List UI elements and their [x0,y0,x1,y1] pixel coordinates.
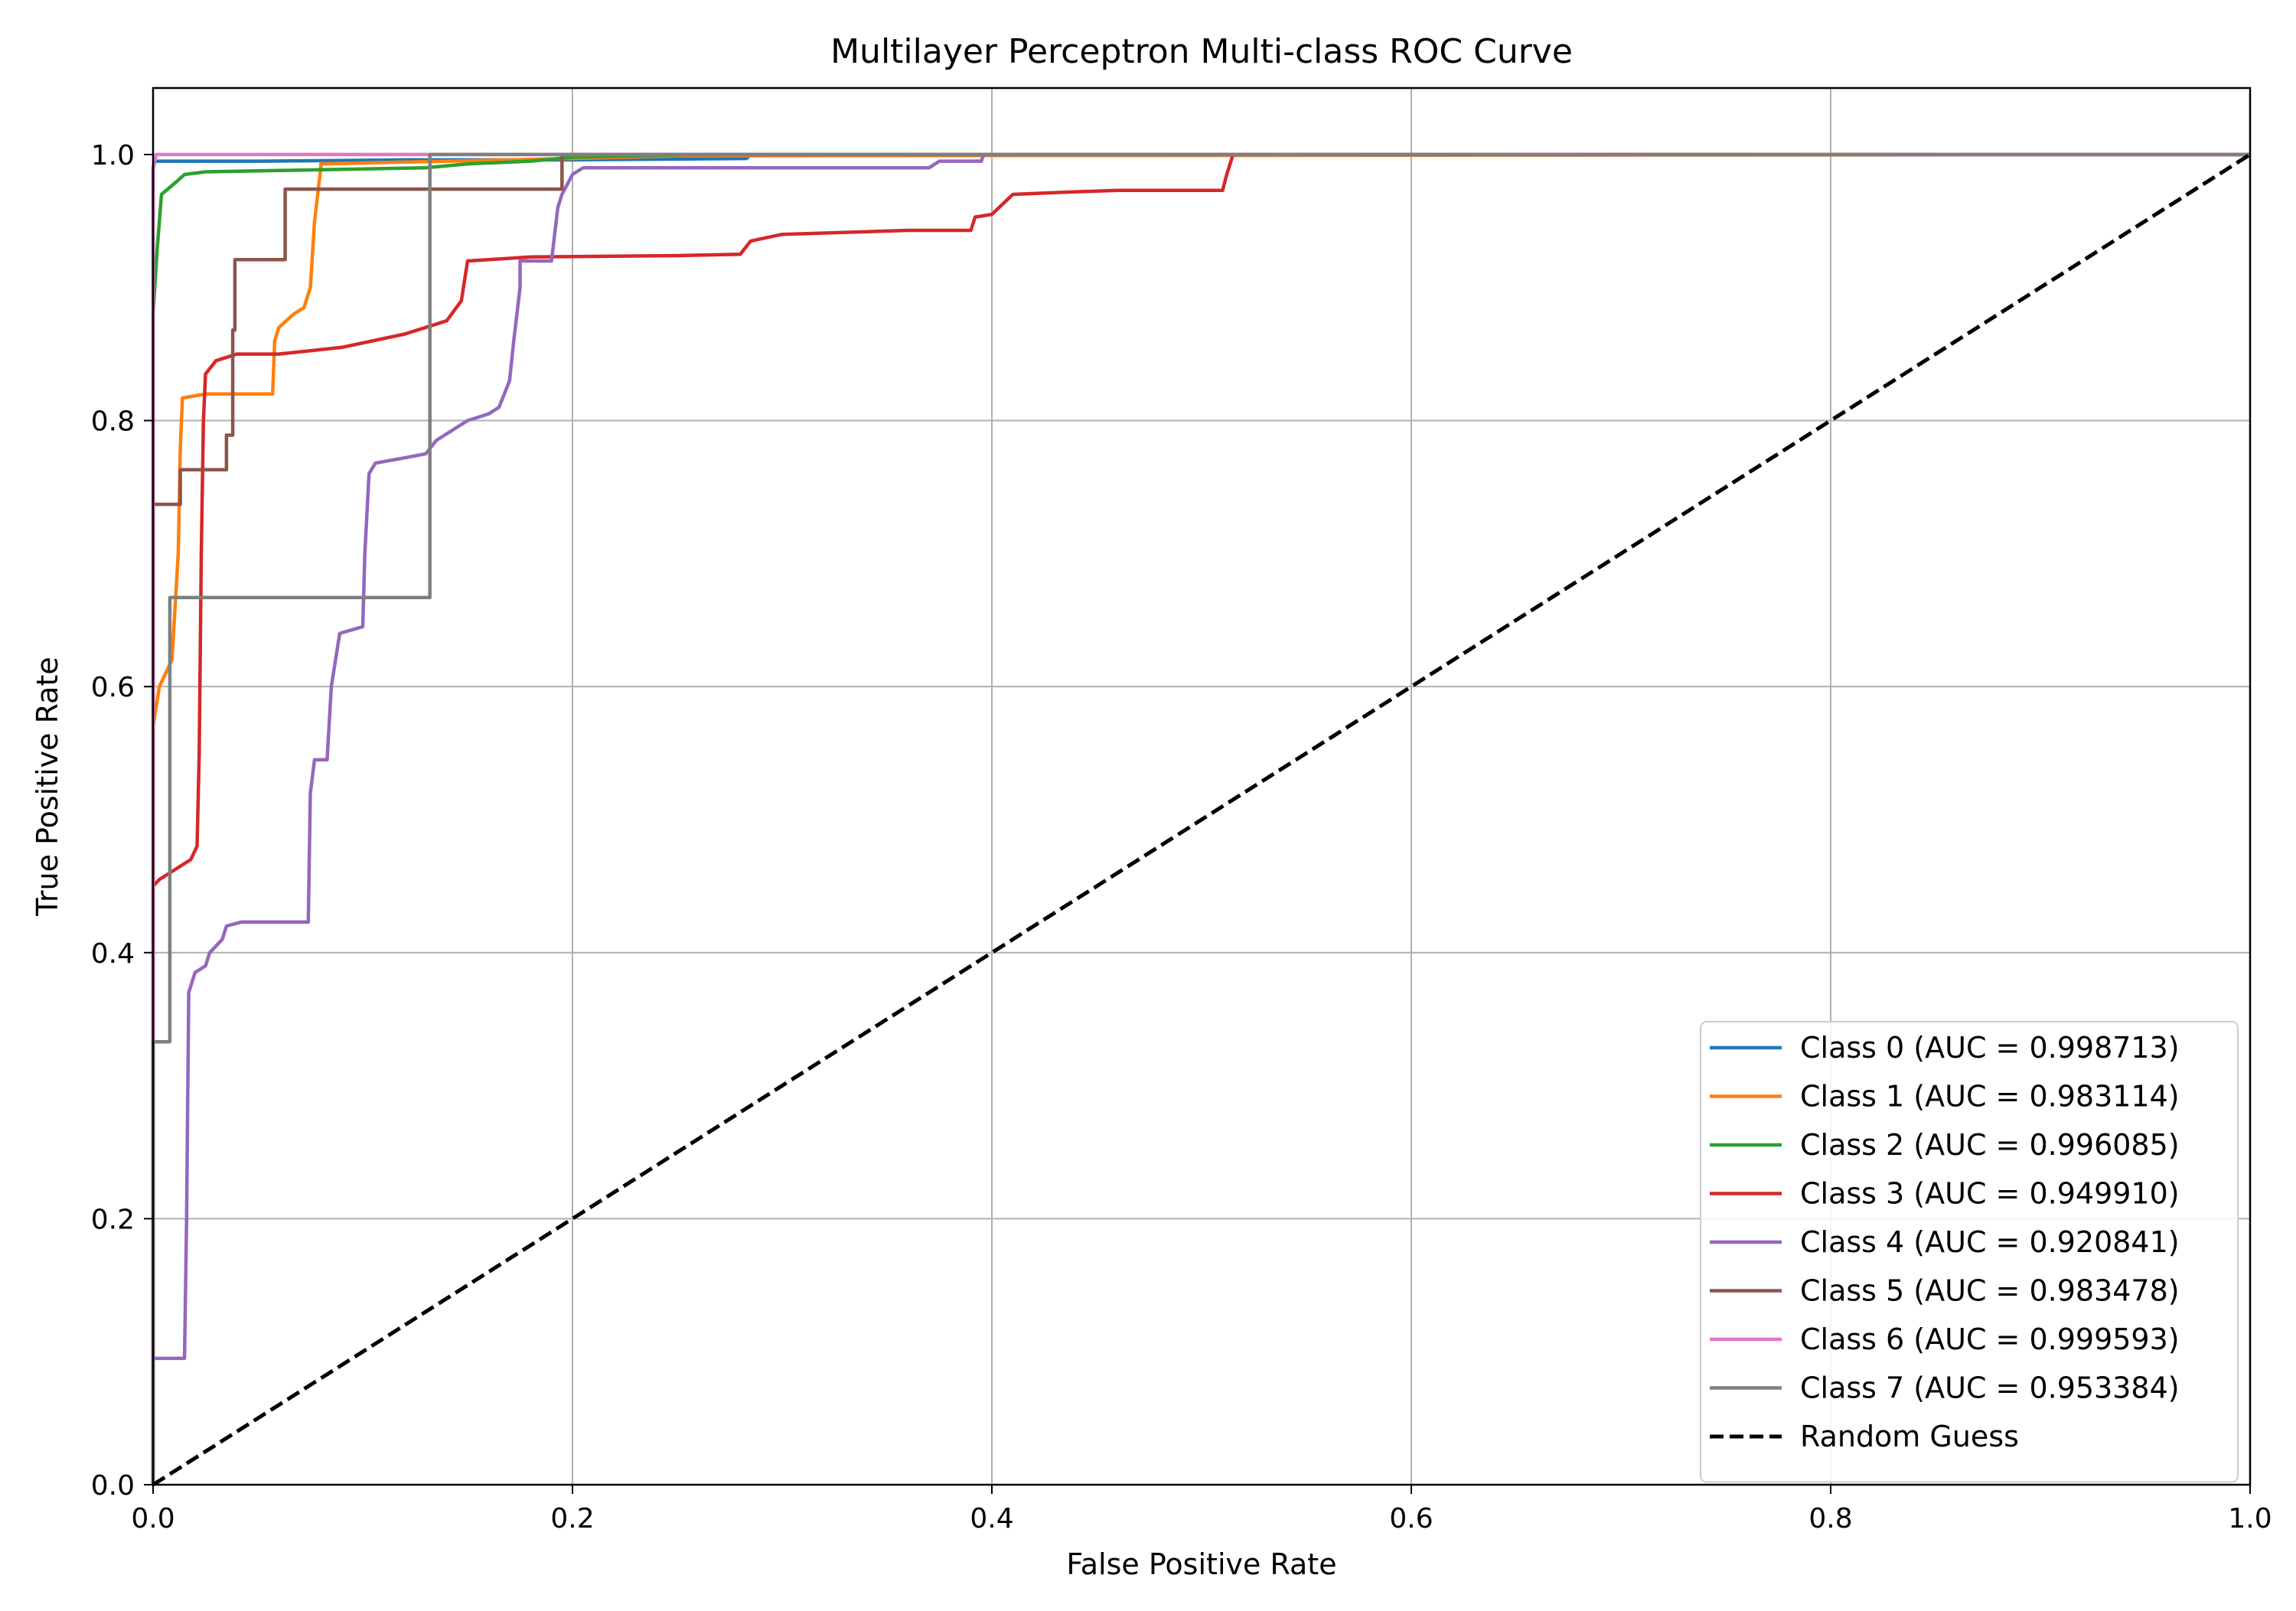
x-tick-label: 0.2 [550,1503,594,1534]
series-line-1 [151,152,2251,1485]
y-tick-label: 0.8 [91,406,135,438]
legend-label-4: Class 4 (AUC = 0.920841) [1800,1225,2180,1259]
legend-label-3: Class 3 (AUC = 0.949910) [1800,1177,2180,1211]
series-line-5 [151,152,2250,1485]
legend-label-0: Class 0 (AUC = 0.998713) [1800,1031,2180,1065]
series-line-3 [151,152,2250,1485]
legend-label-7: Class 7 (AUC = 0.953384) [1800,1371,2180,1405]
legend-label-2: Class 2 (AUC = 0.996085) [1800,1128,2180,1162]
x-tick-label: 0.8 [1808,1503,1852,1534]
y-tick-label: 0.6 [91,672,135,703]
axes-frame [152,86,2252,1486]
y-tick-label: 0.2 [91,1204,135,1235]
y-tick-label: 0.4 [91,938,135,970]
legend-box [1700,1021,2239,1483]
legend-label-5: Class 5 (AUC = 0.983478) [1800,1274,2180,1308]
y-tick-label: 0.0 [91,1470,135,1502]
grid-lines [152,88,2251,1485]
x-tick-label: 0.6 [1389,1503,1433,1534]
y-axis-label: True Positive Rate [31,657,64,917]
x-tick-label: 0.4 [970,1503,1013,1534]
legend: Class 0 (AUC = 0.998713) Class 1 (AUC = 0… [1700,1021,2239,1483]
x-tick-label: 1.0 [2228,1503,2272,1534]
series-line-2 [151,152,2250,1485]
y-tick-label: 1.0 [91,140,135,171]
legend-label-6: Class 6 (AUC = 0.999593) [1800,1322,2180,1356]
series-line-8 [152,152,2252,1487]
x-tick-label: 0.0 [131,1503,174,1534]
x-axis-label: False Positive Rate [1066,1547,1336,1581]
legend-label-8: Random Guess [1800,1420,2019,1453]
legend-label-1: Class 1 (AUC = 0.983114) [1800,1080,2180,1114]
series-line-4 [151,152,2250,1485]
axis-ticks: 0.0 0.2 0.4 0.6 0.8 1.0 0.0 0.2 0.4 0.6 0.8 1.0 [91,140,2272,1534]
chart-title: Multilayer Perceptron Multi-class ROC Cu… [830,32,1573,71]
